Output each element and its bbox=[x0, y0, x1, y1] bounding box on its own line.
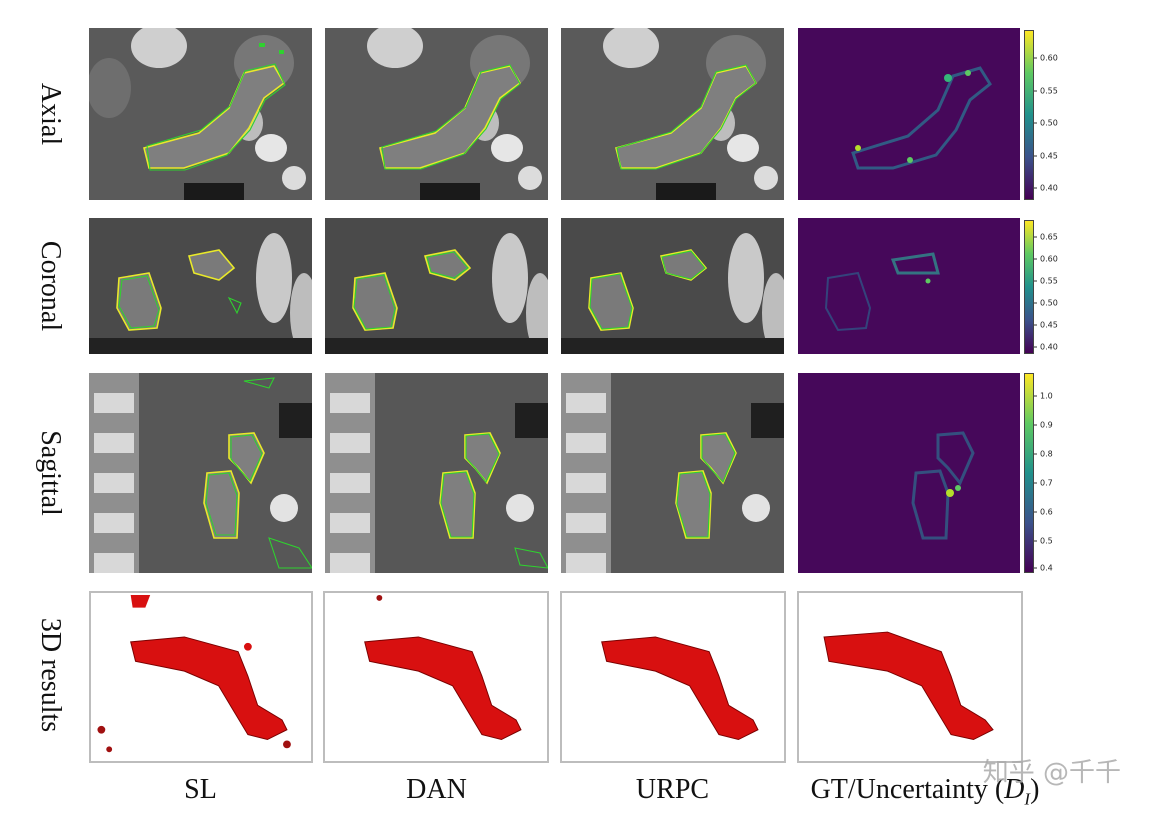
gt-uncertainty-text: GT/Uncertainty ( bbox=[810, 774, 1005, 805]
column-label-sl: SL bbox=[184, 774, 217, 805]
column-label-dan: DAN bbox=[406, 774, 467, 805]
3d-sl-render bbox=[89, 591, 313, 763]
3d-gt-render bbox=[797, 591, 1023, 763]
axial-sl-image bbox=[89, 28, 312, 200]
colorbar-tick: 0.7 bbox=[1034, 479, 1053, 488]
sagittal-urpc-image bbox=[561, 373, 784, 573]
axial-colorbar bbox=[1024, 30, 1034, 200]
colorbar-tick: 1.0 bbox=[1034, 392, 1053, 401]
3d-dan-render bbox=[323, 591, 549, 763]
axial-urpc-image bbox=[561, 28, 784, 200]
sagittal-sl-image bbox=[89, 373, 312, 573]
uncertainty-subscript: I bbox=[1024, 789, 1031, 809]
sagittal-uncertainty-map bbox=[798, 373, 1020, 573]
gt-uncertainty-close: ) bbox=[1030, 774, 1040, 805]
uncertainty-symbol: D bbox=[1004, 774, 1025, 805]
3d-urpc-render bbox=[560, 591, 786, 763]
axial-dan-image bbox=[325, 28, 548, 200]
colorbar-tick: 0.45 bbox=[1034, 321, 1058, 330]
coronal-colorbar bbox=[1024, 220, 1034, 354]
sagittal-colorbar bbox=[1024, 373, 1034, 573]
colorbar-tick: 0.60 bbox=[1034, 54, 1058, 63]
row-label-sagittal: Sagittal bbox=[35, 430, 67, 516]
colorbar-tick: 0.5 bbox=[1034, 537, 1053, 546]
colorbar-tick: 0.55 bbox=[1034, 87, 1058, 96]
colorbar-tick: 0.65 bbox=[1034, 233, 1058, 242]
axial-uncertainty-map bbox=[798, 28, 1020, 200]
colorbar-tick: 0.8 bbox=[1034, 450, 1053, 459]
colorbar-tick: 0.55 bbox=[1034, 277, 1058, 286]
watermark: 知乎 @千千 bbox=[982, 758, 1121, 788]
row-label-axial: Axial bbox=[35, 82, 66, 146]
coronal-dan-image bbox=[325, 218, 548, 354]
colorbar-tick: 0.9 bbox=[1034, 421, 1053, 430]
colorbar-tick: 0.6 bbox=[1034, 508, 1053, 517]
coronal-sl-image bbox=[89, 218, 312, 354]
row-label-3d-results: 3D results bbox=[35, 617, 67, 733]
column-label-gt-uncertainty: GT/Uncertainty (DI) bbox=[775, 770, 1075, 810]
colorbar-tick: 0.60 bbox=[1034, 255, 1058, 264]
colorbar-tick: 0.50 bbox=[1034, 299, 1058, 308]
sagittal-dan-image bbox=[325, 373, 548, 573]
colorbar-tick: 0.4 bbox=[1034, 564, 1053, 573]
colorbar-tick: 0.40 bbox=[1034, 343, 1058, 352]
colorbar-tick: 0.40 bbox=[1034, 184, 1058, 193]
colorbar-tick: 0.50 bbox=[1034, 119, 1058, 128]
coronal-uncertainty-map bbox=[798, 218, 1020, 354]
row-label-coronal: Coronal bbox=[35, 240, 66, 332]
coronal-urpc-image bbox=[561, 218, 784, 354]
column-label-urpc: URPC bbox=[635, 774, 710, 805]
colorbar-tick: 0.45 bbox=[1034, 152, 1058, 161]
